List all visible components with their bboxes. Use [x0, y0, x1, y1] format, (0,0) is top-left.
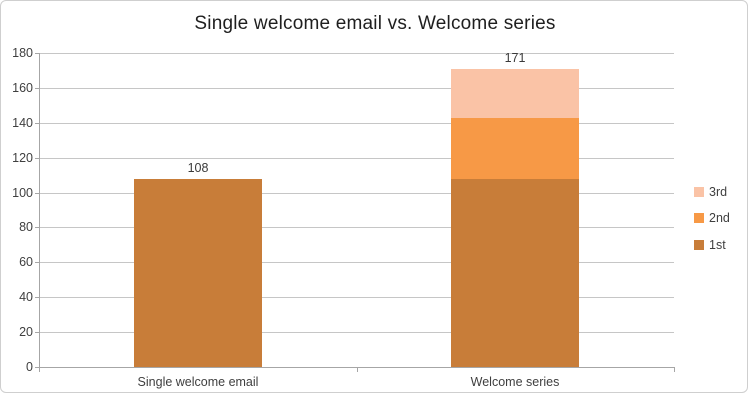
bar-total-label: 108 [187, 161, 209, 175]
x-axis-tick [39, 368, 40, 372]
x-axis-tick [357, 368, 358, 372]
legend-swatch-2nd [694, 213, 704, 223]
y-axis-tick [35, 193, 39, 194]
y-tick-label-100: 100 [12, 186, 33, 200]
y-tick-label-20: 20 [19, 325, 33, 339]
legend-swatch-1st [694, 240, 704, 250]
y-tick-label-180: 180 [12, 46, 33, 60]
legend-item-3rd: 3rd [694, 184, 727, 200]
legend-label: 2nd [709, 211, 730, 225]
y-tick-label-160: 160 [12, 81, 33, 95]
x-axis-tick [674, 368, 675, 372]
category-label: Welcome series [470, 375, 560, 389]
gridline-100 [39, 193, 674, 194]
chart-title: Single welcome email vs. Welcome series [194, 13, 556, 34]
y-axis-tick [35, 88, 39, 89]
plot-area [39, 53, 674, 367]
y-axis-line [39, 53, 40, 368]
y-tick-label-80: 80 [19, 220, 33, 234]
y-tick-label-40: 40 [19, 290, 33, 304]
y-axis-tick [35, 262, 39, 263]
y-tick-label-140: 140 [12, 116, 33, 130]
chart-frame [0, 0, 748, 393]
y-axis-tick [35, 53, 39, 54]
gridline-60 [39, 262, 674, 263]
y-axis-tick [35, 332, 39, 333]
y-axis-tick [35, 123, 39, 124]
y-axis-tick [35, 367, 39, 368]
gridline-80 [39, 227, 674, 228]
y-axis-tick [35, 297, 39, 298]
gridline-40 [39, 297, 674, 298]
bar-segment-1st [134, 179, 262, 367]
y-axis-tick [35, 227, 39, 228]
x-axis-line [39, 367, 675, 368]
legend-swatch-3rd [694, 187, 704, 197]
category-label: Single welcome email [137, 375, 259, 389]
bar-segment-3rd [451, 69, 579, 118]
gridline-160 [39, 88, 674, 89]
legend-item-2nd: 2nd [694, 210, 730, 226]
y-tick-label-60: 60 [19, 255, 33, 269]
legend-label: 1st [709, 238, 726, 252]
legend-label: 3rd [709, 185, 728, 199]
gridline-120 [39, 158, 674, 159]
legend-item-1st: 1st [694, 237, 726, 253]
gridline-140 [39, 123, 674, 124]
bar-segment-2nd [451, 118, 579, 179]
y-axis-tick [35, 158, 39, 159]
gridline-180 [39, 53, 674, 54]
gridline-20 [39, 332, 674, 333]
y-tick-label-120: 120 [12, 151, 33, 165]
bar-total-label: 171 [504, 51, 526, 65]
bar-segment-1st [451, 179, 579, 367]
y-tick-label-0: 0 [26, 360, 33, 374]
